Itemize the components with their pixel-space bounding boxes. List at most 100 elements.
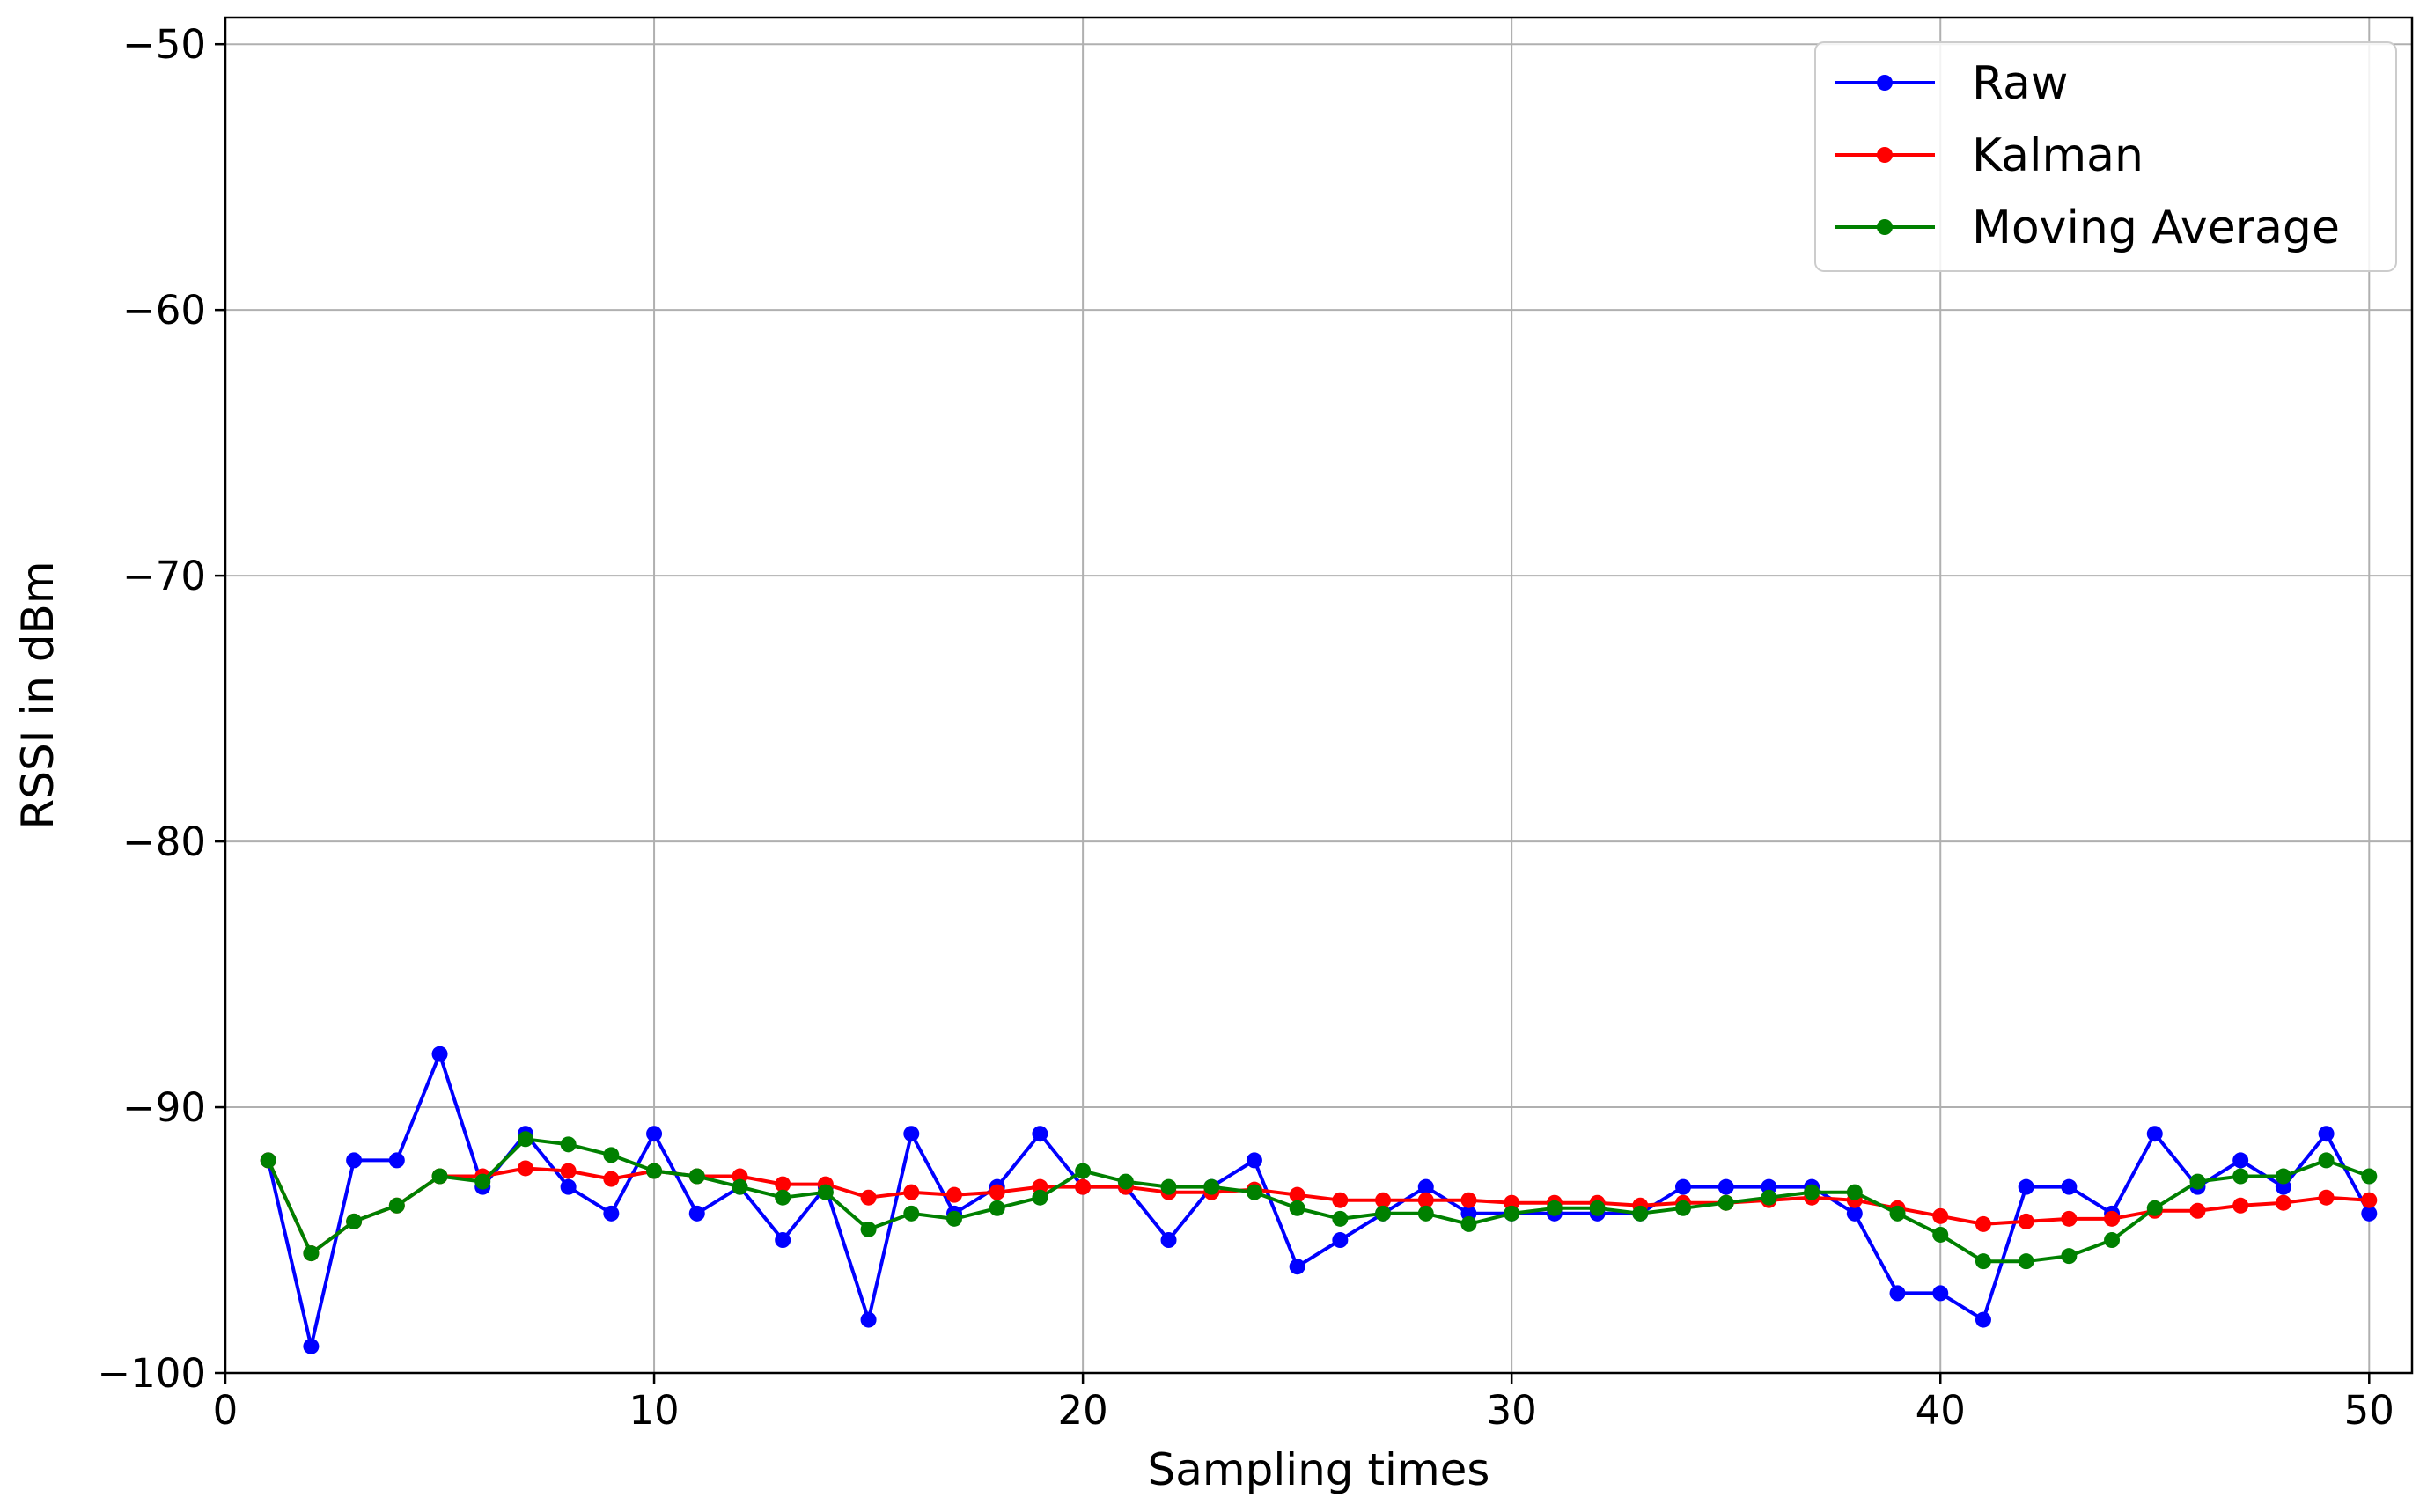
data-point-moving-average bbox=[1804, 1184, 1820, 1200]
data-point-moving-average bbox=[646, 1163, 663, 1179]
y-tick-label: −90 bbox=[122, 1084, 206, 1131]
data-point-moving-average bbox=[732, 1178, 748, 1195]
data-point-moving-average bbox=[1761, 1189, 1777, 1206]
data-point-moving-average bbox=[303, 1245, 320, 1262]
data-point-moving-average bbox=[431, 1168, 448, 1185]
y-tick-label: −100 bbox=[97, 1350, 206, 1397]
data-point-kalman bbox=[2275, 1194, 2291, 1211]
data-point-raw bbox=[1160, 1232, 1177, 1249]
data-point-moving-average bbox=[388, 1197, 405, 1214]
data-point-kalman bbox=[1289, 1186, 1305, 1203]
data-point-moving-average bbox=[2275, 1168, 2291, 1185]
data-series bbox=[260, 1046, 2378, 1354]
y-tick-label: −50 bbox=[122, 21, 206, 68]
data-point-raw bbox=[431, 1046, 448, 1062]
data-point-raw bbox=[1932, 1285, 1949, 1302]
data-point-moving-average bbox=[1589, 1200, 1606, 1216]
data-point-raw bbox=[1846, 1205, 1863, 1222]
x-tick-label: 50 bbox=[2344, 1387, 2394, 1434]
data-point-raw bbox=[560, 1178, 577, 1195]
data-point-moving-average bbox=[2061, 1248, 2078, 1265]
data-point-kalman bbox=[2061, 1210, 2078, 1227]
data-point-moving-average bbox=[1675, 1200, 1691, 1216]
data-point-moving-average bbox=[903, 1205, 920, 1222]
data-point-kalman bbox=[517, 1160, 533, 1177]
y-tick-label: −60 bbox=[122, 287, 206, 334]
data-point-raw bbox=[2061, 1178, 2078, 1195]
data-point-raw bbox=[688, 1205, 705, 1222]
data-point-moving-average bbox=[2318, 1152, 2335, 1169]
data-point-moving-average bbox=[2232, 1168, 2249, 1185]
data-point-raw bbox=[2318, 1126, 2335, 1142]
data-point-raw bbox=[1417, 1178, 1434, 1195]
data-point-moving-average bbox=[603, 1147, 620, 1163]
data-point-raw bbox=[388, 1152, 405, 1169]
data-point-kalman bbox=[775, 1176, 791, 1193]
series-line-raw bbox=[266, 1052, 2372, 1348]
legend-label-raw: Raw bbox=[1972, 57, 2068, 110]
y-tick-label: −80 bbox=[122, 818, 206, 865]
data-point-kalman bbox=[2232, 1197, 2249, 1214]
legend-label-kalman: Kalman bbox=[1972, 129, 2144, 182]
data-point-moving-average bbox=[2189, 1173, 2206, 1190]
data-point-moving-average bbox=[1289, 1200, 1305, 1216]
data-point-moving-average bbox=[1975, 1253, 1991, 1270]
data-point-moving-average bbox=[1075, 1163, 1092, 1179]
data-point-moving-average bbox=[1717, 1194, 1734, 1211]
data-point-moving-average bbox=[946, 1210, 962, 1227]
data-point-moving-average bbox=[1846, 1184, 1863, 1200]
data-point-moving-average bbox=[346, 1213, 363, 1229]
data-point-moving-average bbox=[260, 1152, 276, 1169]
data-point-moving-average bbox=[560, 1136, 577, 1153]
legend-label-moving-average: Moving Average bbox=[1972, 202, 2340, 254]
data-point-moving-average bbox=[775, 1189, 791, 1206]
data-point-raw bbox=[2232, 1152, 2249, 1169]
axis-ticks: 0 10 20 30 40 50 −100 −90 −80 −70 −60 −50 bbox=[97, 21, 2394, 1434]
legend-marker-moving-average bbox=[1877, 219, 1893, 235]
data-point-moving-average bbox=[860, 1221, 877, 1237]
data-point-kalman bbox=[1332, 1192, 1349, 1208]
data-point-moving-average bbox=[1246, 1184, 1262, 1200]
data-point-moving-average bbox=[2018, 1253, 2034, 1270]
data-point-moving-average bbox=[688, 1168, 705, 1185]
data-point-moving-average bbox=[817, 1184, 834, 1200]
data-point-raw bbox=[860, 1311, 877, 1328]
data-point-kalman bbox=[903, 1184, 920, 1200]
data-point-moving-average bbox=[1375, 1205, 1392, 1222]
data-point-raw bbox=[346, 1152, 363, 1169]
data-point-moving-average bbox=[1203, 1178, 1220, 1195]
data-point-kalman bbox=[2104, 1210, 2121, 1227]
data-point-kalman bbox=[946, 1186, 962, 1203]
data-point-moving-average bbox=[2104, 1232, 2121, 1249]
x-tick-label: 20 bbox=[1057, 1387, 1107, 1434]
data-point-moving-average bbox=[2146, 1200, 2163, 1216]
data-point-raw bbox=[2361, 1205, 2378, 1222]
data-point-moving-average bbox=[1460, 1215, 1477, 1232]
data-point-moving-average bbox=[989, 1200, 1005, 1216]
data-point-raw bbox=[1032, 1126, 1048, 1142]
legend-box bbox=[1814, 41, 2397, 272]
x-axis-label: Sampling times bbox=[1148, 1444, 1490, 1495]
data-point-kalman bbox=[2318, 1189, 2335, 1206]
data-point-kalman bbox=[860, 1189, 877, 1206]
data-point-moving-average bbox=[1160, 1178, 1177, 1195]
data-point-kalman bbox=[603, 1171, 620, 1187]
data-point-kalman bbox=[1375, 1192, 1392, 1208]
x-tick-label: 0 bbox=[213, 1387, 239, 1434]
data-point-moving-average bbox=[474, 1173, 491, 1190]
y-tick-label: −70 bbox=[122, 553, 206, 599]
data-point-raw bbox=[1717, 1178, 1734, 1195]
data-point-kalman bbox=[560, 1163, 577, 1179]
data-point-moving-average bbox=[517, 1131, 533, 1148]
legend: Raw Kalman Moving Average bbox=[1814, 41, 2397, 272]
data-point-raw bbox=[1889, 1285, 1906, 1302]
data-point-kalman bbox=[1975, 1215, 1991, 1232]
data-point-moving-average bbox=[1889, 1205, 1906, 1222]
data-point-kalman bbox=[1460, 1192, 1477, 1208]
data-point-moving-average bbox=[1504, 1205, 1520, 1222]
data-point-moving-average bbox=[1332, 1210, 1349, 1227]
data-point-moving-average bbox=[1417, 1205, 1434, 1222]
data-point-raw bbox=[1975, 1311, 1991, 1328]
y-axis-label: RSSI in dBm bbox=[12, 561, 63, 829]
